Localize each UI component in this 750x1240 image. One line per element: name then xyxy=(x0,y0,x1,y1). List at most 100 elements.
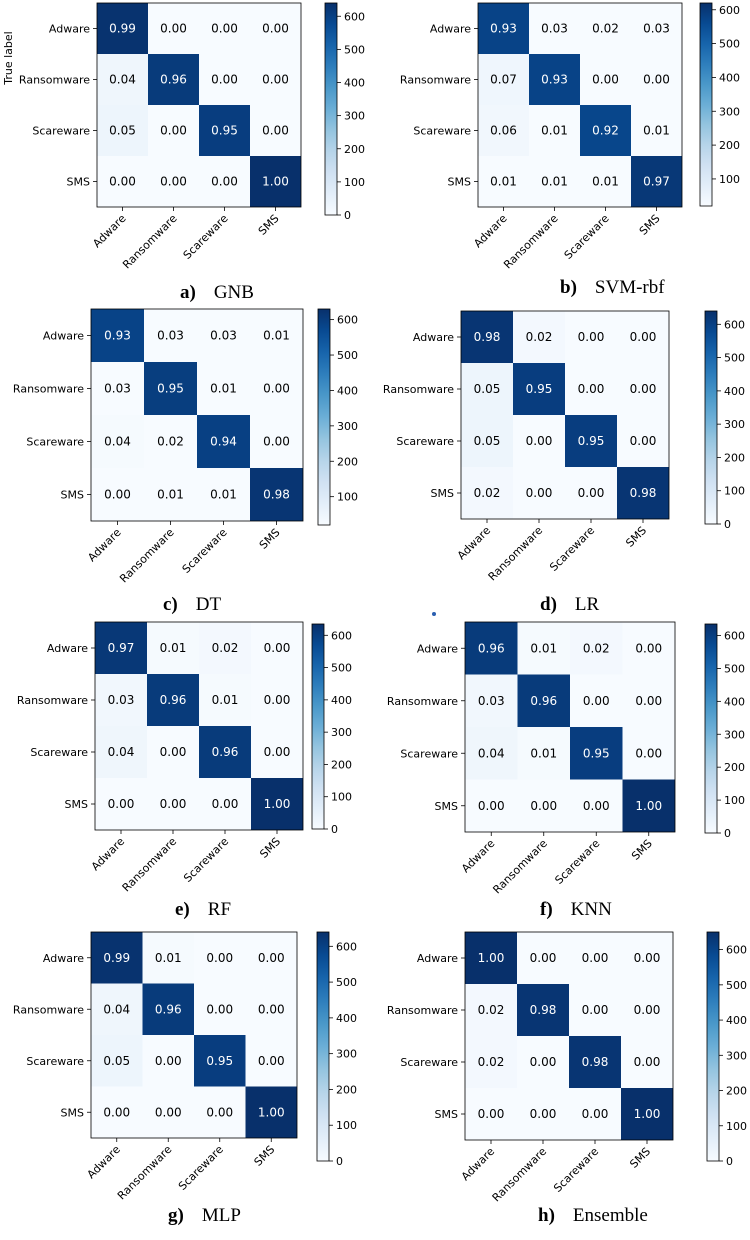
colorbar-tick-0: 0 xyxy=(331,823,338,836)
cell-0-2 xyxy=(565,311,617,363)
cell-2-0 xyxy=(478,105,529,156)
colorbar-tick-200: 200 xyxy=(726,1085,747,1098)
cell-value-1-0: 0.07 xyxy=(490,73,517,87)
x-tick-adware: Adware xyxy=(455,524,493,562)
panel-mlp: 0.99 0.01 0.00 0.00 0.04 0.96 0.00 0.00 0.05 0.00… xyxy=(13,931,357,1226)
cell-1-3 xyxy=(617,363,669,415)
cell-0-0 xyxy=(97,3,148,54)
cell-value-2-1: 0.00 xyxy=(530,1055,557,1069)
colorbar-tick-300: 300 xyxy=(726,1049,747,1062)
cell-0-1 xyxy=(142,932,194,984)
panel-lr: 0.98 0.02 0.00 0.00 0.05 0.95 0.00 0.00 0.05 0.00… xyxy=(383,310,745,615)
cell-3-1 xyxy=(513,467,565,519)
cell-value-3-2: 0.00 xyxy=(583,799,610,813)
cell-0-1 xyxy=(529,3,580,54)
y-tick-scareware: Scareware xyxy=(413,125,471,138)
cell-1-1 xyxy=(148,54,199,105)
colorbar xyxy=(706,931,720,1162)
cell-value-0-2: 0.00 xyxy=(578,330,605,344)
cell-value-0-1: 0.01 xyxy=(160,641,187,655)
cell-value-2-0: 0.04 xyxy=(108,745,135,759)
cell-value-0-0: 0.99 xyxy=(103,951,130,965)
cell-0-1 xyxy=(148,3,199,54)
x-tick-scareware: Scareware xyxy=(552,837,602,887)
colorbar xyxy=(316,931,330,1162)
colorbar-tick-400: 400 xyxy=(719,71,740,84)
y-tick-ransomware: Ransomware xyxy=(13,383,84,396)
cell-value-0-3: 0.00 xyxy=(635,641,662,655)
cell-3-0 xyxy=(91,1086,143,1138)
cell-3-1 xyxy=(144,468,197,521)
cell-1-2 xyxy=(580,54,631,105)
cell-value-3-0: 0.00 xyxy=(104,488,131,502)
y-tick-scareware: Scareware xyxy=(400,1056,458,1069)
cell-2-2 xyxy=(580,105,631,156)
stray-dot xyxy=(432,612,436,616)
cell-1-2 xyxy=(194,983,246,1035)
y-tick-ransomware: Ransomware xyxy=(13,1003,84,1016)
cell-value-2-1: 0.01 xyxy=(541,124,568,138)
cell-value-3-2: 0.00 xyxy=(206,1105,233,1119)
cell-value-2-2: 0.95 xyxy=(583,746,610,760)
cell-value-1-0: 0.03 xyxy=(108,693,135,707)
cell-value-1-2: 0.00 xyxy=(206,1002,233,1016)
colorbar-tick-100: 100 xyxy=(724,794,745,807)
cell-value-1-3: 0.00 xyxy=(634,1003,661,1017)
colorbar-tick-600: 600 xyxy=(337,314,358,327)
cell-value-3-3: 0.98 xyxy=(630,486,657,500)
panel-knn: 0.96 0.01 0.02 0.00 0.03 0.96 0.00 0.00 0.04 0.01… xyxy=(387,621,745,920)
cell-3-3 xyxy=(251,778,303,830)
cell-value-0-1: 0.01 xyxy=(530,641,557,655)
cell-3-3 xyxy=(250,156,301,207)
colorbar-tick-100: 100 xyxy=(719,173,740,186)
cell-3-0 xyxy=(465,1088,517,1140)
colorbar-tick-100: 100 xyxy=(337,491,358,504)
cell-value-0-3: 0.00 xyxy=(262,22,289,36)
cell-value-3-1: 0.00 xyxy=(530,1107,557,1121)
cell-value-2-3: 0.00 xyxy=(630,434,657,448)
cell-value-2-2: 0.98 xyxy=(582,1055,609,1069)
cell-value-0-1: 0.03 xyxy=(157,329,184,343)
y-axis-label: True label xyxy=(2,31,15,85)
cell-value-0-2: 0.02 xyxy=(583,641,610,655)
cell-1-3 xyxy=(621,984,673,1036)
x-tick-ransomware: Ransomware xyxy=(490,1145,550,1205)
cell-2-3 xyxy=(251,726,303,778)
y-tick-adware: Adware xyxy=(417,952,458,965)
x-tick-scareware: Scareware xyxy=(176,1143,226,1193)
cell-2-2 xyxy=(569,1036,621,1088)
cell-value-0-2: 0.03 xyxy=(210,329,237,343)
colorbar-tick-300: 300 xyxy=(724,418,745,431)
cell-value-3-0: 0.00 xyxy=(478,1107,505,1121)
cell-value-0-2: 0.00 xyxy=(206,951,233,965)
x-tick-ransomware: Ransomware xyxy=(120,835,180,895)
y-tick-ransomware: Ransomware xyxy=(387,695,458,708)
cell-value-0-3: 0.00 xyxy=(258,951,285,965)
colorbar-tick-500: 500 xyxy=(337,349,358,362)
cell-3-0 xyxy=(95,778,147,830)
colorbar-tick-300: 300 xyxy=(344,110,365,123)
cell-1-2 xyxy=(565,363,617,415)
cell-0-3 xyxy=(250,3,301,54)
cell-value-0-1: 0.00 xyxy=(530,951,557,965)
cell-2-0 xyxy=(97,105,148,156)
cell-0-0 xyxy=(91,309,144,362)
y-tick-ransomware: Ransomware xyxy=(400,74,471,87)
cell-1-3 xyxy=(250,54,301,105)
cell-value-0-1: 0.03 xyxy=(541,22,568,36)
colorbar-tick-400: 400 xyxy=(336,1012,357,1025)
cell-2-1 xyxy=(147,726,199,778)
cell-value-3-0: 0.00 xyxy=(478,799,505,813)
cell-1-1 xyxy=(142,983,194,1035)
cell-3-1 xyxy=(147,778,199,830)
matrix-frame xyxy=(96,2,302,208)
panel-gnb: 0.99 0.00 0.00 0.00 0.04 0.96 0.00 0.00 0.05 0.00… xyxy=(2,2,365,303)
cell-3-2 xyxy=(194,1086,246,1138)
cell-0-0 xyxy=(465,932,517,984)
cell-value-1-3: 0.00 xyxy=(630,382,657,396)
colorbar-tick-500: 500 xyxy=(724,662,745,675)
cell-value-0-0: 0.99 xyxy=(109,22,136,36)
cell-value-1-0: 0.02 xyxy=(478,1003,505,1017)
colorbar-tick-400: 400 xyxy=(724,695,745,708)
colorbar-tick-200: 200 xyxy=(336,1083,357,1096)
